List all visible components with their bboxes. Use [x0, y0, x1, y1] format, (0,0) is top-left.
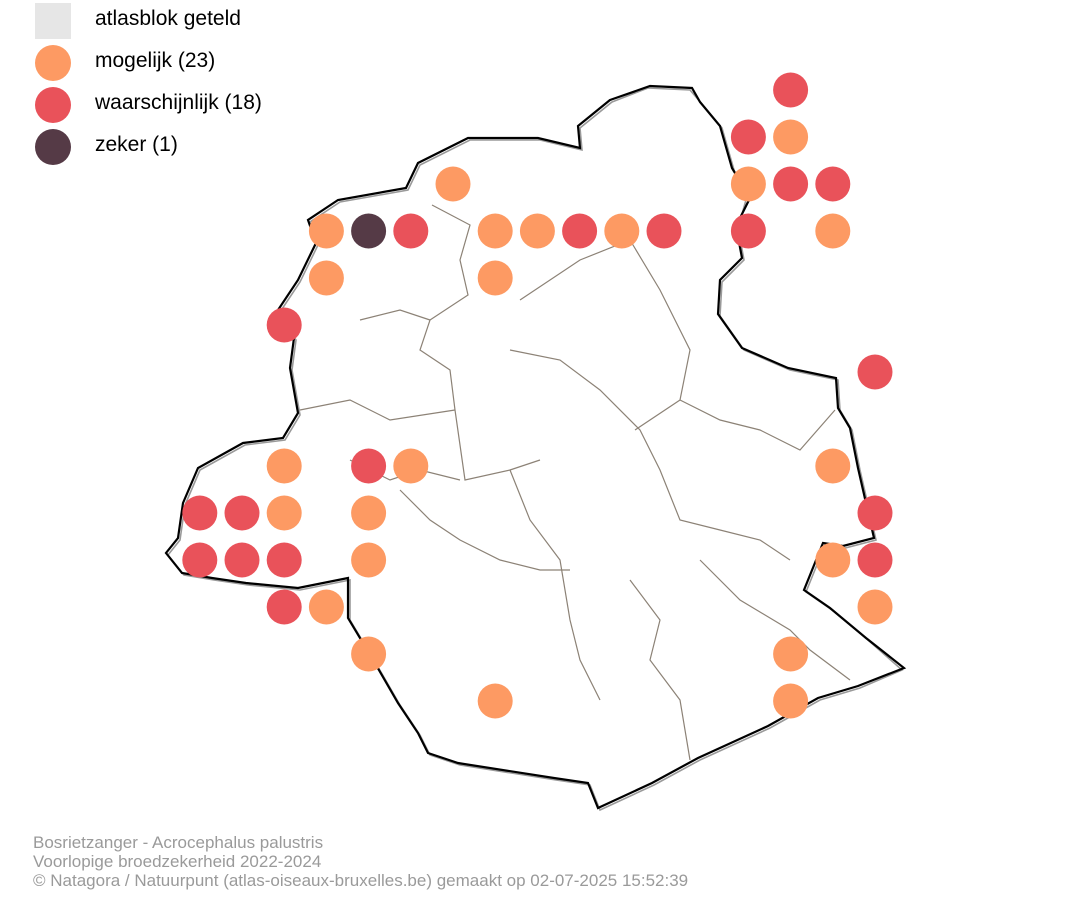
- legend-item-probable: waarschijnlijk (18): [35, 84, 435, 124]
- caption-credit: © Natagora / Natuurpunt (atlas-oiseaux-b…: [33, 871, 689, 890]
- legend-swatch-counted: [35, 3, 71, 39]
- observation-dot-probable: [562, 213, 598, 249]
- observation-dot-probable: [730, 119, 766, 155]
- legend-swatch-certain: [35, 129, 71, 165]
- observation-dot-probable: [646, 213, 682, 249]
- boundary-west: [299, 399, 456, 421]
- observation-dot-probable: [266, 307, 302, 343]
- observation-dot-probable: [393, 213, 429, 249]
- observation-dot-possible: [773, 636, 809, 672]
- legend-label-certain: zeker (1): [95, 133, 178, 156]
- region-outline: [164, 84, 907, 812]
- observation-dot-possible: [266, 495, 302, 531]
- observation-dot-probable: [224, 495, 260, 531]
- legend-label-probable: waarschijnlijk (18): [95, 91, 262, 114]
- observation-dots: [182, 72, 893, 719]
- observation-dot-possible: [308, 260, 344, 296]
- boundary-south: [629, 579, 691, 761]
- map-caption: Bosrietzanger - Acrocephalus palustris V…: [33, 833, 688, 890]
- observation-dot-possible: [857, 589, 893, 625]
- observation-dot-possible: [519, 213, 555, 249]
- observation-dot-possible: [351, 542, 387, 578]
- observation-dot-possible: [730, 166, 766, 202]
- observation-dot-probable: [857, 495, 893, 531]
- observation-dot-probable: [182, 542, 218, 578]
- observation-dot-possible: [815, 448, 851, 484]
- legend-label-counted: atlasblok geteld: [95, 7, 241, 30]
- boundary-south-east: [699, 559, 851, 681]
- observation-dot-probable: [857, 354, 893, 390]
- observation-dot-probable: [773, 72, 809, 108]
- observation-dot-possible: [815, 213, 851, 249]
- observation-dot-possible: [477, 260, 513, 296]
- boundary-south-west: [399, 489, 570, 571]
- observation-dot-probable: [266, 589, 302, 625]
- observation-dot-possible: [351, 636, 387, 672]
- caption-subtitle: Voorlopige broedzekerheid 2022-2024: [33, 852, 322, 871]
- boundary-south-central: [509, 469, 601, 701]
- observation-dot-probable: [815, 166, 851, 202]
- observation-dot-possible: [477, 683, 513, 719]
- legend-item-counted: atlasblok geteld: [35, 0, 435, 40]
- observation-dot-probable: [857, 542, 893, 578]
- observation-dot-probable: [224, 542, 260, 578]
- boundary-east: [679, 399, 836, 451]
- region-outline-main: [164, 84, 907, 810]
- observation-dot-possible: [773, 119, 809, 155]
- legend-item-certain: zeker (1): [35, 126, 435, 166]
- observation-dot-probable: [351, 448, 387, 484]
- observation-dot-certain: [351, 213, 387, 249]
- boundary-north-east: [519, 239, 691, 431]
- observation-dot-probable: [266, 542, 302, 578]
- legend-swatch-probable: [35, 87, 71, 123]
- observation-dot-probable: [773, 166, 809, 202]
- observation-dot-possible: [773, 683, 809, 719]
- boundary-inner-north: [359, 309, 431, 321]
- observation-dot-possible: [604, 213, 640, 249]
- observation-dot-possible: [477, 213, 513, 249]
- legend-swatch-possible: [35, 45, 71, 81]
- legend-item-possible: mogelijk (23): [35, 42, 435, 82]
- boundary-north: [419, 204, 541, 481]
- observation-dot-possible: [308, 213, 344, 249]
- observation-dot-possible: [435, 166, 471, 202]
- observation-dot-probable: [730, 213, 766, 249]
- observation-dot-probable: [182, 495, 218, 531]
- observation-dot-possible: [266, 448, 302, 484]
- observation-dot-possible: [393, 448, 429, 484]
- caption-species: Bosrietzanger - Acrocephalus palustris: [33, 833, 324, 852]
- observation-dot-possible: [815, 542, 851, 578]
- observation-dot-possible: [308, 589, 344, 625]
- boundary-central: [509, 349, 791, 561]
- legend-label-possible: mogelijk (23): [95, 49, 216, 72]
- observation-dot-possible: [351, 495, 387, 531]
